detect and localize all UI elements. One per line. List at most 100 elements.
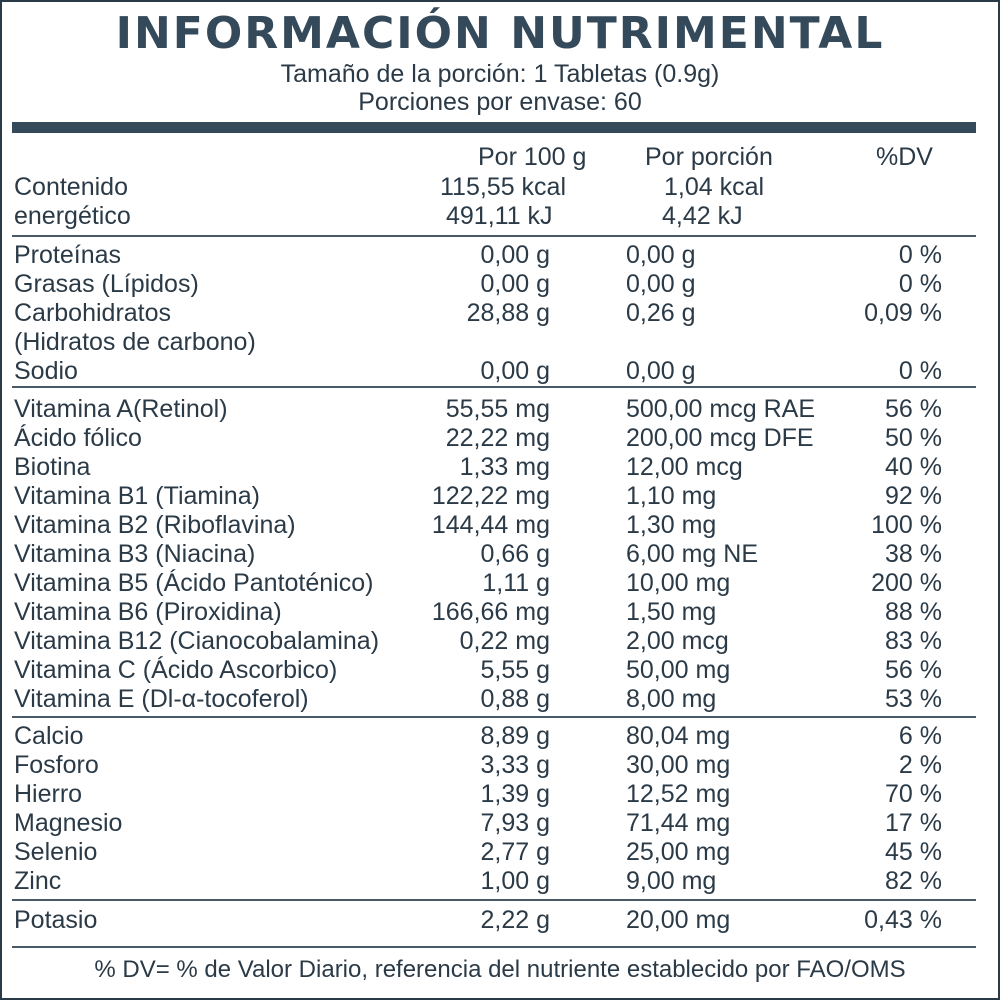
value-dv: 6 % [898,722,942,750]
value-dv: 17 % [885,809,942,837]
value-perserving: 1,50 mg [626,598,717,626]
value-per100: 166,66 mg [431,598,550,626]
energy-kcal-perserving: 1,04 kcal [664,173,765,201]
nutrient-name: Vitamina B3 (Niacina) [14,540,256,568]
nutrient-name: Carbohidratos [14,299,172,327]
value-perserving: 12,52 mg [626,780,731,808]
column-header-perserving: Por porción [645,143,773,171]
value-per100: 2,77 g [480,838,550,866]
nutrient-name: Proteínas [14,241,122,269]
value-per100: 28,88 g [466,299,550,327]
value-per100: 0,00 g [480,241,550,269]
nutrient-name: Grasas (Lípidos) [14,270,199,298]
value-perserving: 10,00 mg [626,569,731,597]
nutrient-name: Fosforo [14,751,99,779]
divider-vitamins [12,716,976,718]
value-dv: 0 % [898,357,942,385]
value-per100: 8,89 g [480,722,550,750]
nutrient-name: Ácido fólico [14,424,142,452]
value-per100: 0,88 g [480,685,550,713]
energy-kj-per100: 491,11 kJ [446,202,553,230]
value-per100: 1,39 g [480,780,550,808]
servings-per-container: Porciones por envase: 60 [358,88,642,116]
value-dv: 0,09 % [864,299,942,327]
energy-kcal-per100: 115,55 kcal [440,173,567,201]
value-perserving: 0,00 g [626,241,696,269]
divider-footer [12,946,976,948]
nutrient-name: Calcio [14,722,84,750]
nutrient-name: Vitamina E (Dl-α-tocoferol) [14,685,309,713]
nutrient-name: Vitamina C (Ácido Ascorbico) [14,656,338,684]
value-per100: 55,55 mg [445,395,550,423]
nutrient-name: Selenio [14,838,98,866]
value-perserving: 200,00 mcg DFE [626,424,814,452]
value-per100: 144,44 mg [431,511,550,539]
divider-minerals [12,899,976,901]
value-per100: 122,22 mg [431,482,550,510]
value-perserving: 2,00 mcg [626,627,729,655]
value-perserving: 12,00 mcg [626,453,743,481]
energy-kj-perserving: 4,42 kJ [662,202,743,230]
value-perserving: 8,00 mg [626,685,717,713]
value-perserving: 500,00 mcg RAE [626,395,815,423]
nutrient-name: Vitamina B12 (Cianocobalamina) [14,627,380,655]
value-perserving: 30,00 mg [626,751,731,779]
value-dv: 92 % [885,482,942,510]
value-dv: 45 % [885,838,942,866]
value-per100: 1,11 g [482,569,550,597]
value-per100: 0,66 g [480,540,550,568]
value-perserving: 80,04 mg [626,722,731,750]
value-dv: 56 % [885,656,942,684]
value-perserving: 0,00 g [626,357,696,385]
value-perserving: 20,00 mg [626,906,731,934]
value-dv: 2 % [898,751,942,779]
nutrient-name: Vitamina B5 (Ácido Pantoténico) [14,569,374,597]
serving-size: Tamaño de la porción: 1 Tabletas (0.9g) [280,60,720,88]
divider-macros [12,386,976,388]
energy-label-line1: Contenido [14,173,128,201]
value-perserving: 0,26 g [626,299,696,327]
column-header-per100: Por 100 g [478,143,587,171]
energy-label-line2: energético [14,202,131,230]
nutrient-name: Sodio [14,357,78,385]
value-dv: 0 % [898,270,942,298]
nutrient-name: Vitamina A(Retinol) [14,395,228,423]
value-per100: 0,00 g [480,357,550,385]
nutrient-name: Magnesio [14,809,123,837]
value-dv: 56 % [885,395,942,423]
nutrient-name: Zinc [14,867,62,895]
value-perserving: 1,10 mg [626,482,717,510]
value-dv: 0,43 % [864,906,942,934]
footer-note: % DV= % de Valor Diario, referencia del … [94,956,906,983]
value-dv: 200 % [871,569,942,597]
value-per100: 0,00 g [480,270,550,298]
value-perserving: 1,30 mg [626,511,717,539]
value-perserving: 6,00 mg NE [626,540,759,568]
value-per100: 7,93 g [480,809,550,837]
nutrient-name: Biotina [14,453,91,481]
value-dv: 53 % [885,685,942,713]
header-divider [12,122,976,133]
divider-energy [12,235,976,237]
value-per100: 3,33 g [480,751,550,779]
nutrient-name: (Hidratos de carbono) [14,328,256,356]
value-dv: 40 % [885,453,942,481]
value-dv: 83 % [885,627,942,655]
value-perserving: 71,44 mg [626,809,731,837]
value-dv: 50 % [885,424,942,452]
value-per100: 5,55 g [480,656,550,684]
nutrient-name: Vitamina B2 (Riboflavina) [14,511,296,539]
value-per100: 0,22 mg [459,627,550,655]
value-dv: 70 % [885,780,942,808]
value-dv: 0 % [898,241,942,269]
value-dv: 88 % [885,598,942,626]
nutrient-name: Potasio [14,906,98,934]
label-title: INFORMACIÓN NUTRIMENTAL [115,8,885,59]
value-per100: 2,22 g [480,906,550,934]
value-dv: 38 % [885,540,942,568]
value-perserving: 0,00 g [626,270,696,298]
value-dv: 100 % [871,511,942,539]
value-dv: 82 % [885,867,942,895]
nutrient-name: Vitamina B1 (Tiamina) [14,482,260,510]
